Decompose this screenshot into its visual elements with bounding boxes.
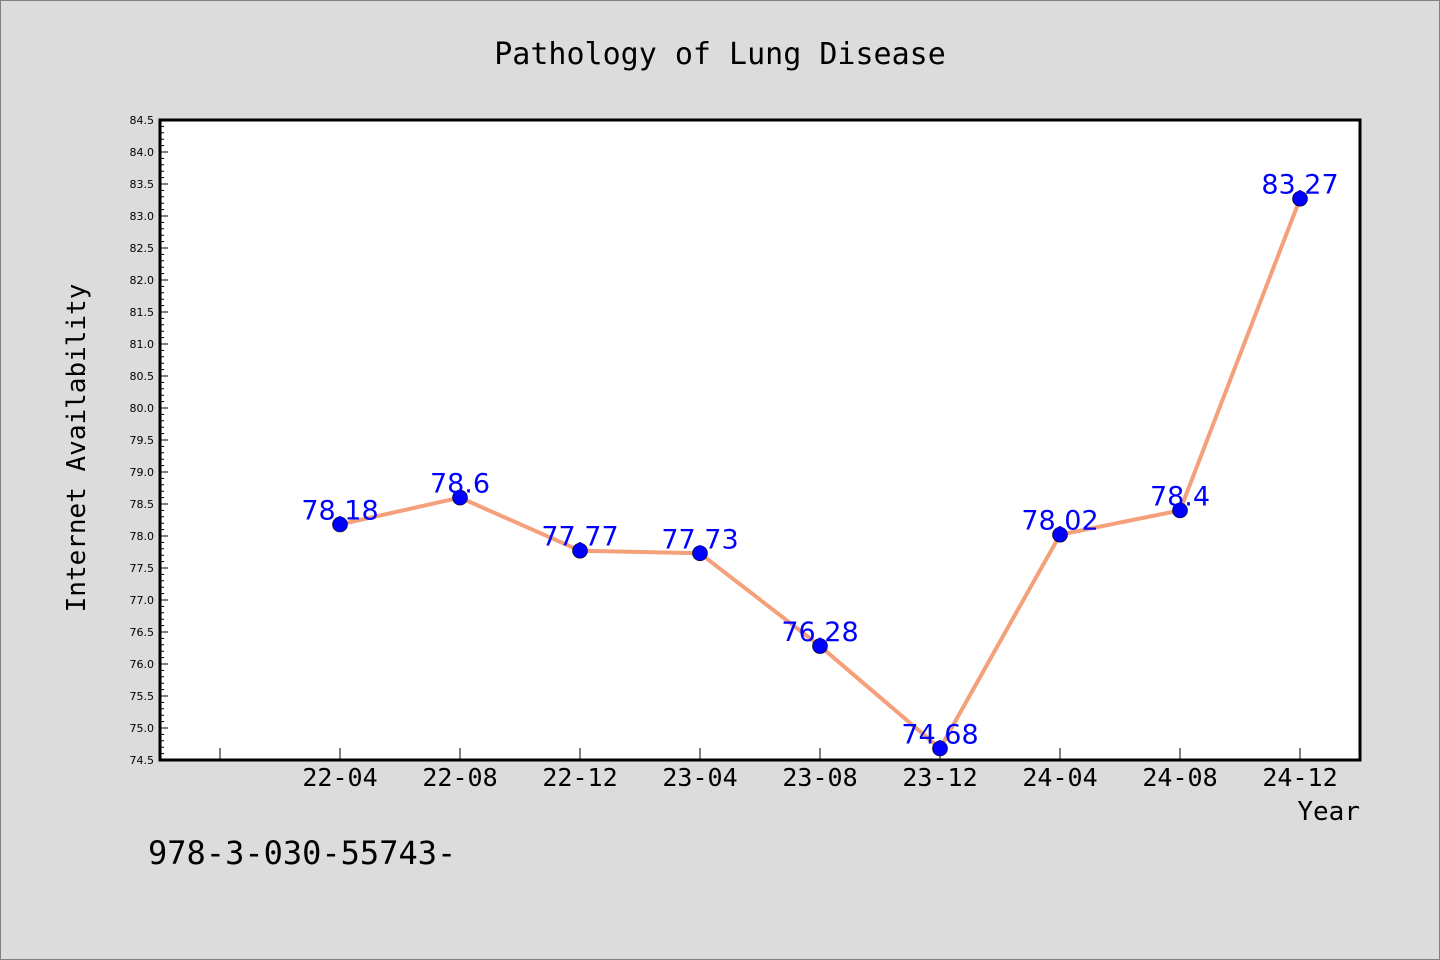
y-tick-label: 83.5 (130, 178, 155, 191)
data-label: 78.4 (1150, 481, 1210, 512)
data-point (932, 740, 948, 757)
y-tick-label: 83.0 (130, 210, 155, 223)
data-label: 78.02 (1021, 506, 1098, 537)
x-axis-tick-labels: 22-04 22-08 22-12 23-04 23-08 23-12 24-04 24-08… (302, 763, 1337, 792)
y-tick-label: 77.0 (130, 594, 155, 607)
x-tick-label: 22-04 (302, 763, 377, 792)
y-tick-label: 81.5 (130, 306, 155, 319)
y-tick-label: 84.0 (130, 146, 155, 159)
data-point (572, 542, 588, 559)
data-point (452, 489, 468, 506)
data-point (1052, 526, 1068, 543)
chart-title: Pathology of Lung Disease (494, 37, 946, 72)
data-label: 78.18 (301, 495, 378, 526)
x-tick-label: 24-08 (1142, 763, 1217, 792)
x-tick-label: 23-04 (662, 763, 737, 792)
y-axis-label: Internet Availability (62, 284, 92, 613)
x-tick-label: 22-08 (422, 763, 497, 792)
y-axis-ticks (160, 119, 168, 761)
y-tick-label: 75.0 (130, 722, 155, 735)
y-tick-label: 82.0 (130, 274, 155, 287)
series-layer: 78.18 78.6 77.77 77.73 76.28 74.68 78.02 78.4 83… (301, 170, 1339, 757)
data-label: 77.77 (541, 522, 618, 553)
data-label: 78.6 (430, 469, 490, 500)
caption-text: 978-3-030-55743- (148, 834, 456, 872)
data-label: 74.68 (901, 719, 978, 750)
data-point (1172, 502, 1188, 519)
y-axis-tick-labels: 74.5 75.0 75.5 76.0 76.5 77.0 77.5 78.0 78.5 79.0… (130, 114, 155, 767)
y-tick-label: 79.0 (130, 466, 155, 479)
y-tick-label: 79.5 (130, 434, 155, 447)
y-tick-label: 75.5 (130, 690, 155, 703)
y-tick-label: 78.0 (130, 530, 155, 543)
y-tick-label: 76.5 (130, 626, 155, 639)
y-tick-label: 80.5 (130, 370, 155, 383)
data-point (1292, 190, 1308, 207)
y-tick-label: 74.5 (130, 754, 155, 767)
x-axis-label: Year (1297, 797, 1360, 827)
data-label: 77.73 (661, 524, 738, 555)
x-tick-label: 23-08 (782, 763, 857, 792)
y-tick-label: 84.5 (130, 114, 155, 127)
data-label: 83.27 (1261, 170, 1338, 201)
x-tick-label: 24-12 (1262, 763, 1337, 792)
data-label: 76.28 (781, 617, 858, 648)
y-tick-label: 82.5 (130, 242, 155, 255)
y-tick-label: 76.0 (130, 658, 155, 671)
data-point (332, 516, 348, 533)
data-point (812, 638, 828, 654)
plot-area (158, 118, 1362, 762)
y-tick-label: 81.0 (130, 338, 155, 351)
x-tick-label: 23-12 (902, 763, 977, 792)
y-tick-label: 78.5 (130, 498, 155, 511)
y-tick-label: 77.5 (130, 562, 155, 575)
y-tick-label: 80.0 (130, 402, 155, 415)
x-tick-label: 24-04 (1022, 763, 1097, 792)
data-point (692, 545, 708, 562)
x-tick-label: 22-12 (542, 763, 617, 792)
